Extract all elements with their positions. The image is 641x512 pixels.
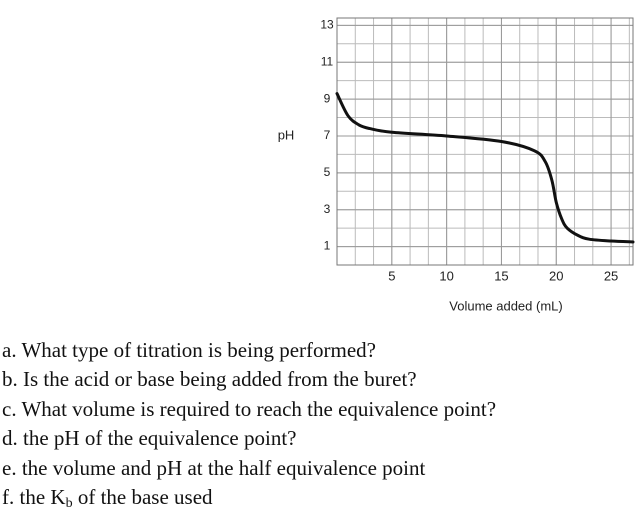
x-tick-label: 15 [494, 268, 508, 283]
y-tick-label: 5 [324, 165, 331, 179]
question: b. Is the acid or base being added from … [2, 367, 417, 392]
questions: a. What type of titration is being perfo… [2, 336, 496, 512]
question: a. What type of titration is being perfo… [2, 338, 376, 362]
y-tick-label: 9 [324, 91, 331, 105]
question-text: of the base used [72, 485, 213, 510]
y-tick-label: 3 [324, 202, 331, 216]
question: e. the volume and pH at the half equival… [2, 455, 426, 480]
y-tick-label: 7 [324, 128, 331, 142]
y-axis-label: pH [278, 127, 295, 142]
titration-curve [335, 92, 635, 244]
question: f. the Kb of the base used [2, 483, 496, 512]
x-axis-label: Volume added (mL) [449, 298, 562, 313]
question: d. the pH of the equivalence point? [2, 426, 297, 451]
plot-frame [336, 17, 634, 266]
question: c. What volume is required to reach the … [2, 396, 497, 421]
subscript: b [65, 496, 73, 512]
y-tick-label: 1 [324, 239, 331, 253]
y-tick-label: 11 [321, 54, 334, 68]
x-tick-label: 10 [439, 268, 453, 283]
y-tick-label: 13 [320, 18, 334, 32]
question-text: f. the K [2, 485, 66, 510]
x-tick-label: 5 [388, 268, 395, 283]
x-tick-label: 25 [604, 268, 618, 283]
x-tick-label: 20 [549, 268, 563, 283]
